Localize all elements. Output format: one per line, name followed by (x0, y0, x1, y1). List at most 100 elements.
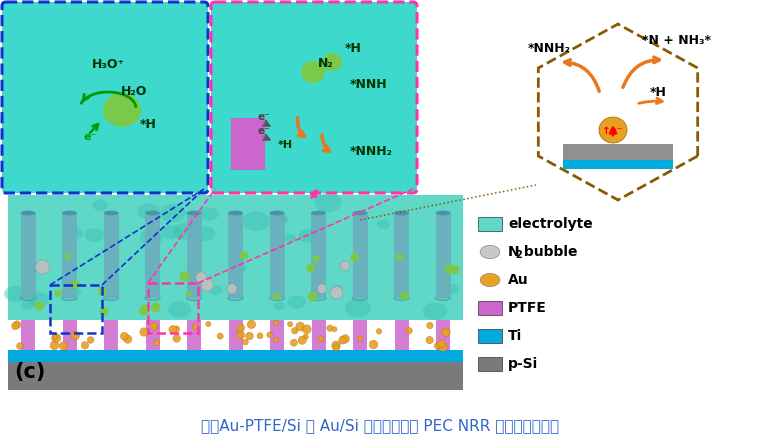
Ellipse shape (36, 260, 49, 274)
Bar (394, 213, 409, 298)
Text: H₃O⁺: H₃O⁺ (91, 58, 125, 71)
Ellipse shape (138, 203, 160, 219)
Ellipse shape (434, 343, 441, 349)
Ellipse shape (206, 322, 211, 326)
Ellipse shape (199, 207, 218, 221)
Ellipse shape (59, 342, 68, 350)
Ellipse shape (209, 285, 223, 295)
Ellipse shape (480, 273, 500, 287)
Ellipse shape (426, 336, 433, 344)
Text: ↑e⁻: ↑e⁻ (603, 126, 624, 136)
Ellipse shape (439, 343, 448, 351)
Ellipse shape (98, 287, 106, 296)
Ellipse shape (195, 226, 216, 241)
Ellipse shape (394, 211, 409, 215)
Text: N: N (508, 245, 520, 259)
Text: e⁻: e⁻ (258, 126, 271, 136)
Ellipse shape (228, 211, 243, 215)
Text: *H: *H (140, 118, 157, 131)
Ellipse shape (298, 229, 318, 243)
Ellipse shape (231, 17, 265, 28)
Ellipse shape (145, 211, 160, 215)
Ellipse shape (332, 341, 340, 350)
Ellipse shape (140, 229, 163, 246)
Bar (8, 350, 463, 362)
Text: (c): (c) (14, 362, 46, 382)
Text: PTFE: PTFE (508, 301, 547, 315)
Ellipse shape (87, 337, 94, 343)
Text: N₂: N₂ (318, 57, 334, 70)
Ellipse shape (139, 306, 150, 316)
Ellipse shape (124, 335, 132, 343)
Ellipse shape (71, 331, 80, 340)
Ellipse shape (317, 284, 327, 293)
Ellipse shape (332, 285, 343, 293)
Ellipse shape (298, 336, 306, 344)
Ellipse shape (394, 296, 409, 301)
Ellipse shape (217, 333, 223, 339)
Ellipse shape (34, 301, 44, 311)
Ellipse shape (236, 264, 247, 272)
Ellipse shape (442, 328, 450, 336)
Ellipse shape (65, 253, 71, 260)
Ellipse shape (85, 228, 104, 242)
Ellipse shape (312, 255, 320, 263)
Bar (40, 22, 76, 152)
Text: electrolyte: electrolyte (508, 217, 593, 231)
Bar (145, 320, 160, 350)
Ellipse shape (273, 293, 280, 300)
Ellipse shape (21, 211, 36, 215)
Ellipse shape (318, 336, 324, 342)
Ellipse shape (322, 53, 342, 71)
Ellipse shape (242, 211, 270, 231)
Ellipse shape (93, 200, 108, 211)
Ellipse shape (287, 295, 306, 309)
Bar (148, 283, 198, 333)
Ellipse shape (341, 334, 350, 343)
Bar (311, 213, 326, 298)
Ellipse shape (257, 333, 263, 339)
Ellipse shape (287, 322, 293, 327)
Ellipse shape (395, 253, 404, 261)
Bar (186, 213, 201, 298)
Text: *H: *H (650, 86, 667, 99)
Ellipse shape (50, 341, 59, 350)
Bar (270, 320, 284, 350)
Text: bubble: bubble (519, 245, 578, 259)
Ellipse shape (236, 331, 245, 339)
Ellipse shape (445, 284, 459, 293)
Ellipse shape (274, 302, 285, 310)
Text: *NNH₂: *NNH₂ (528, 42, 571, 55)
Ellipse shape (290, 339, 297, 346)
Text: 2: 2 (515, 250, 522, 260)
Ellipse shape (150, 323, 157, 330)
Ellipse shape (308, 292, 317, 301)
Bar (62, 320, 77, 350)
Ellipse shape (350, 253, 359, 262)
Ellipse shape (445, 264, 454, 274)
Ellipse shape (267, 332, 273, 338)
Ellipse shape (327, 325, 333, 331)
Ellipse shape (173, 222, 198, 240)
Ellipse shape (192, 324, 198, 329)
Ellipse shape (423, 302, 448, 320)
Ellipse shape (376, 329, 382, 334)
Ellipse shape (377, 220, 390, 229)
Bar (394, 320, 409, 350)
Ellipse shape (369, 340, 378, 349)
FancyBboxPatch shape (2, 2, 208, 193)
Ellipse shape (21, 299, 36, 310)
Ellipse shape (237, 324, 245, 332)
Ellipse shape (154, 324, 158, 330)
Ellipse shape (28, 292, 49, 307)
Ellipse shape (150, 302, 160, 312)
Ellipse shape (4, 286, 27, 302)
Ellipse shape (306, 264, 315, 273)
Ellipse shape (141, 304, 149, 313)
Text: *NNH₂: *NNH₂ (350, 145, 393, 158)
Bar (103, 213, 119, 298)
Ellipse shape (435, 296, 451, 301)
Ellipse shape (40, 16, 76, 28)
Ellipse shape (302, 325, 311, 334)
Text: *N + NH₃*: *N + NH₃* (642, 34, 711, 47)
